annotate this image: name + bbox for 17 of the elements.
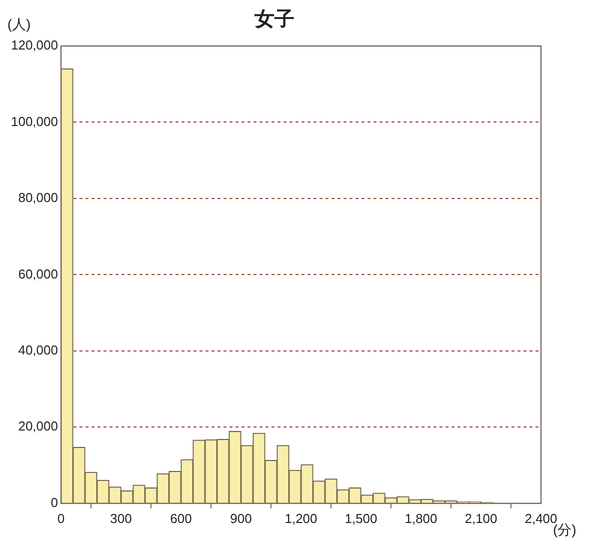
y-tick-label: 120,000	[10, 38, 58, 53]
x-tick-label: 300	[110, 510, 132, 526]
y-tick-label: 100,000	[10, 114, 58, 129]
y-tick-label: 80,000	[18, 190, 58, 206]
x-tick-label: 1,200	[284, 510, 318, 526]
x-tick-label: 2,400	[524, 510, 558, 526]
x-tick-label: 600	[170, 510, 192, 526]
x-tick-label: 2,100	[464, 510, 498, 526]
chart-title: 女子	[254, 8, 294, 31]
y-tick-label: 0	[50, 494, 58, 510]
y-tick-label: 20,000	[18, 418, 58, 434]
x-tick-label: 1,800	[404, 510, 438, 526]
y-tick-label: 40,000	[18, 342, 58, 358]
x-tick-label: 900	[230, 510, 252, 526]
y-tick-label: 60,000	[18, 266, 58, 282]
y-axis-title: (人)	[7, 16, 31, 32]
x-tick-label: 1,500	[344, 510, 378, 526]
